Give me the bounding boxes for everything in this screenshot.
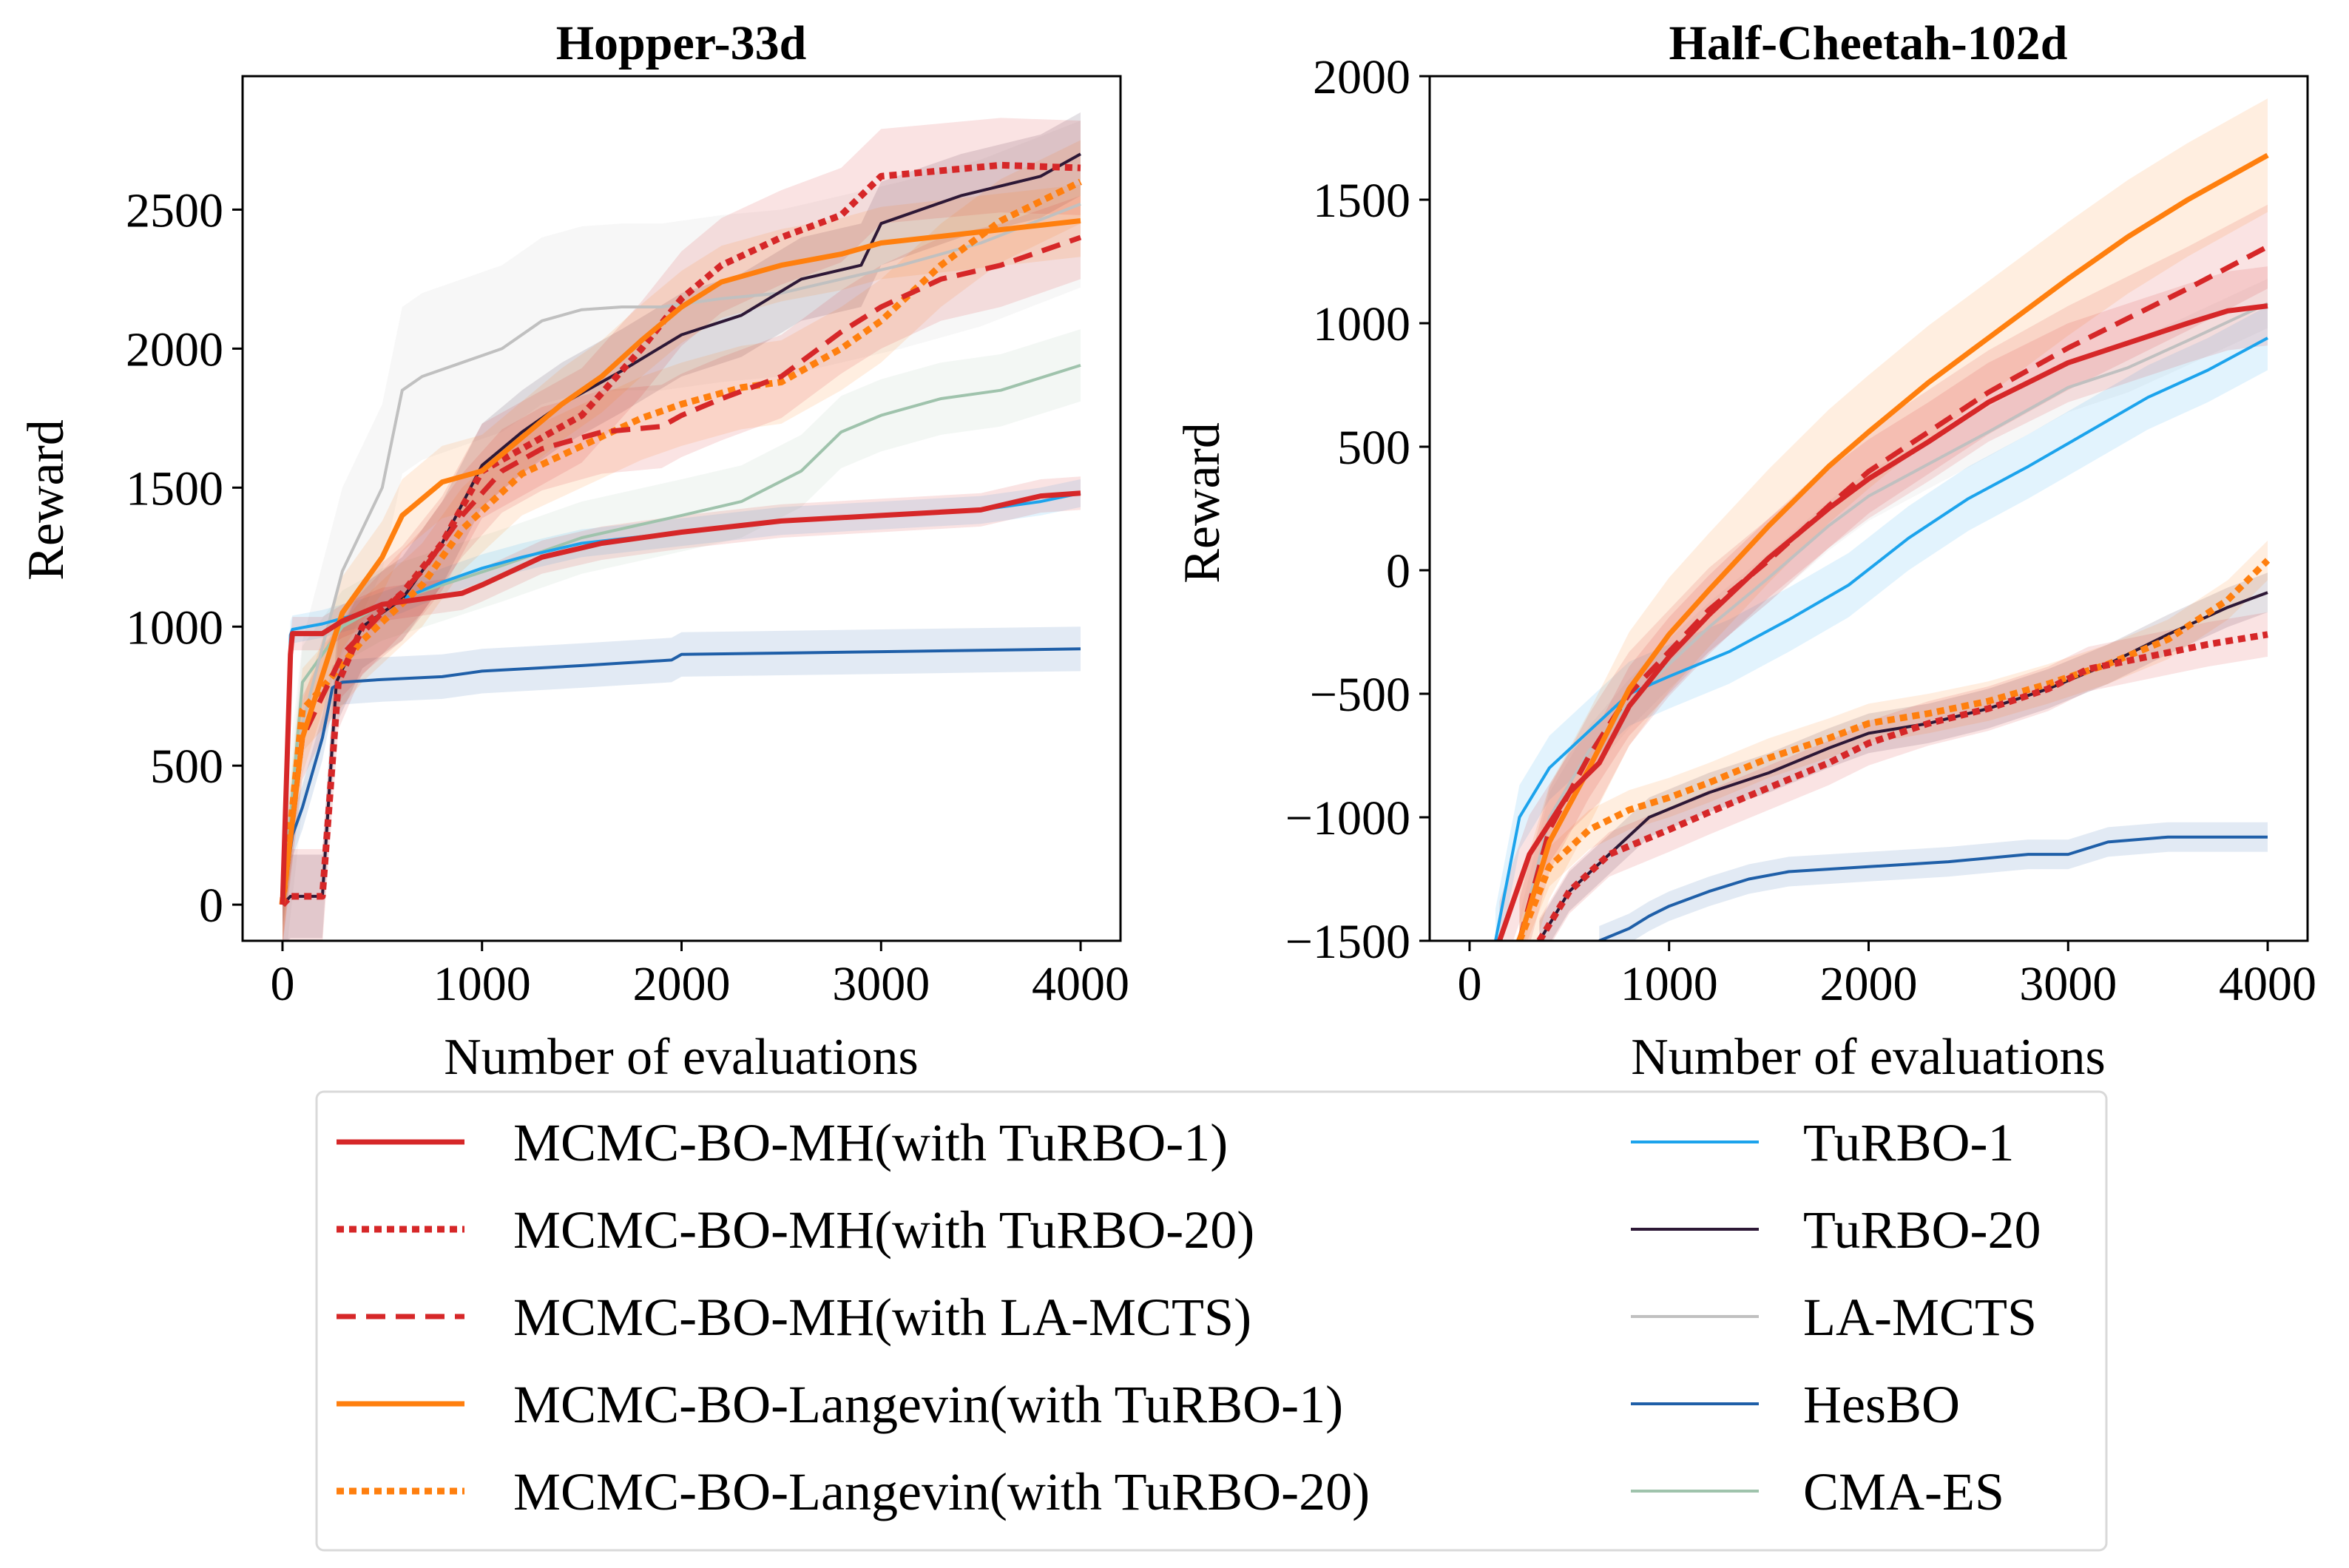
y-tick-label: 0 [199, 879, 223, 933]
band-mh_lamcts [1519, 204, 2268, 941]
line-hesbo [1598, 835, 2268, 941]
halfcheetah-panel: Half-Cheetah-102d Reward Number of evalu… [1174, 16, 2316, 1086]
y-tick-label: 1500 [1313, 174, 1410, 228]
band-lan_turbo1 [1519, 98, 2268, 941]
band-lamcts [283, 121, 1081, 941]
band-hesbo [1599, 822, 2268, 941]
legend-label-mh_lamcts: MCMC-BO-MH(with LA-MCTS) [513, 1288, 1251, 1347]
line-turbo1 [1494, 337, 2268, 941]
line-lamcts [281, 203, 1081, 905]
line-lan_turbo20 [1516, 558, 2271, 941]
plot-area-0 [279, 112, 1082, 941]
line-mh_turbo1 [1497, 303, 2268, 941]
x-tick-label: 4000 [1032, 957, 1129, 1011]
y-tick-label: 0 [1386, 544, 1410, 598]
y-tick-label: −500 [1310, 668, 1410, 722]
x-tick-label: 1000 [433, 957, 531, 1011]
line-mh_turbo20 [1536, 631, 2268, 941]
x-tick-label: 3000 [2019, 957, 2117, 1011]
hopper-title: Hopper-33d [556, 16, 807, 70]
band-mh_lamcts [283, 195, 1081, 941]
line-cmaes [281, 363, 1081, 905]
y-tick-label: 500 [150, 740, 223, 794]
hopper-panel: Hopper-33d Reward Number of evaluations … [18, 16, 1129, 1086]
x-tick-label: 4000 [2219, 957, 2316, 1011]
band-turbo20 [1539, 572, 2268, 941]
line-mh_turbo1 [280, 490, 1081, 905]
x-tick-label: 0 [270, 957, 294, 1011]
line-lan_turbo1 [1517, 152, 2269, 941]
y-tick-label: 500 [1337, 421, 1410, 475]
legend-label-mh_turbo1: MCMC-BO-MH(with TuRBO-1) [513, 1113, 1228, 1172]
legend-label-cmaes: CMA-ES [1803, 1462, 2004, 1521]
x-tick-label: 2000 [633, 957, 731, 1011]
line-mh_turbo20 [280, 161, 1081, 908]
band-lamcts [1519, 278, 2268, 941]
band-mh_turbo20 [283, 118, 1081, 941]
y-tick-label: 2000 [126, 322, 223, 376]
y-tick-label: 1000 [126, 601, 223, 655]
band-hesbo [283, 626, 1081, 927]
line-turbo20 [1538, 591, 2268, 941]
halfcheetah-title: Half-Cheetah-102d [1669, 16, 2068, 70]
y-tick-label: −1500 [1285, 915, 1410, 969]
halfcheetah-xlabel: Number of evaluations [1631, 1029, 2105, 1086]
y-tick-label: −1000 [1285, 791, 1410, 845]
legend-label-lan_turbo1: MCMC-BO-Langevin(with TuRBO-1) [513, 1375, 1343, 1434]
legend-label-lan_turbo20: MCMC-BO-Langevin(with TuRBO-20) [513, 1462, 1370, 1521]
y-tick-label: 2000 [1313, 50, 1410, 104]
band-mh_turbo1 [1499, 266, 2268, 941]
legend-label-lamcts: LA-MCTS [1803, 1288, 2037, 1347]
line-hesbo [281, 647, 1081, 905]
band-lan_turbo20 [283, 140, 1081, 941]
y-tick-label: 1500 [126, 462, 223, 516]
y-tick-label: 2500 [126, 183, 223, 237]
legend-label-hesbo: HesBO [1803, 1375, 1960, 1434]
x-tick-label: 1000 [1620, 957, 1718, 1011]
band-turbo20 [283, 112, 1081, 941]
line-lan_turbo20 [279, 178, 1082, 905]
plot-area-1 [1494, 98, 2271, 941]
legend: MCMC-BO-MH(with TuRBO-1) MCMC-BO-MH(with … [315, 1090, 2108, 1552]
x-tick-label: 3000 [832, 957, 930, 1011]
hopper-xlabel: Number of evaluations [444, 1029, 918, 1086]
legend-label-turbo20: TuRBO-20 [1803, 1200, 2041, 1260]
x-tick-label: 2000 [1820, 957, 1918, 1011]
band-turbo1 [1495, 305, 2268, 941]
legend-label-mh_turbo20: MCMC-BO-MH(with TuRBO-20) [513, 1200, 1254, 1260]
legend-label-turbo1: TuRBO-1 [1803, 1113, 2014, 1172]
hopper-ylabel: Reward [18, 419, 75, 581]
x-tick-label: 0 [1457, 957, 1481, 1011]
halfcheetah-ylabel: Reward [1174, 422, 1231, 584]
line-lan_turbo1 [280, 218, 1081, 905]
y-tick-label: 1000 [1313, 297, 1410, 351]
legend-frame [315, 1090, 2108, 1552]
